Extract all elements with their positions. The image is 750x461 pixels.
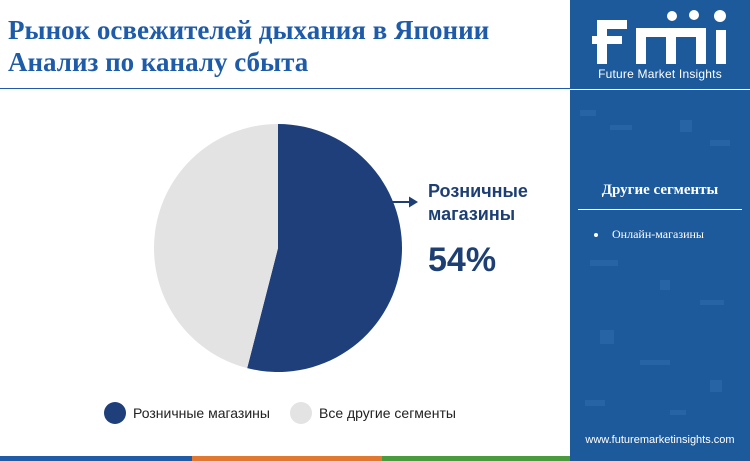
bottom-bar-green	[382, 456, 570, 461]
segment-item-label: Онлайн-магазины	[612, 227, 704, 241]
pie-slice-retail	[247, 124, 403, 372]
callout-arrow-head	[409, 196, 418, 208]
title-divider	[0, 88, 570, 89]
callout-label: Розничные магазины	[428, 180, 558, 226]
pie-chart	[154, 124, 418, 372]
sidebar: fmi Future Market Insights Другие сегмен…	[570, 0, 750, 461]
bottom-bar-blue	[0, 456, 192, 461]
logo-divider	[570, 89, 750, 90]
legend-swatch-other	[290, 402, 312, 424]
logo-subtitle: Future Market Insights	[598, 67, 722, 81]
chart-title: Рынок освежителей дыхания в Японии Анали…	[8, 14, 563, 78]
website-url[interactable]: www.futuremarketinsights.com	[585, 434, 735, 446]
chart-title-line-2: Анализ по каналу сбыта	[8, 47, 309, 77]
legend-label-other: Все другие сегменты	[319, 405, 456, 421]
bottom-color-bar	[0, 456, 570, 461]
segment-item: Онлайн-магазины	[594, 227, 704, 242]
callout-label-line-2: магазины	[428, 204, 516, 224]
sidebar-pattern	[580, 110, 730, 415]
legend-swatch-retail	[104, 402, 126, 424]
callout-label-line-1: Розничные	[428, 181, 528, 201]
fmi-logo: fmi	[592, 10, 726, 64]
chart-title-line-1: Рынок освежителей дыхания в Японии	[8, 15, 490, 45]
legend-item-retail: Розничные магазины	[104, 402, 270, 424]
segments-divider	[578, 209, 742, 210]
segments-title: Другие сегменты	[601, 182, 719, 198]
bottom-bar-orange	[192, 456, 382, 461]
legend-label-retail: Розничные магазины	[133, 405, 270, 421]
pie-slice-other	[154, 124, 278, 369]
callout-value: 54%	[428, 241, 497, 279]
bullet-icon	[594, 232, 598, 237]
legend-item-other: Все другие сегменты	[290, 402, 456, 424]
